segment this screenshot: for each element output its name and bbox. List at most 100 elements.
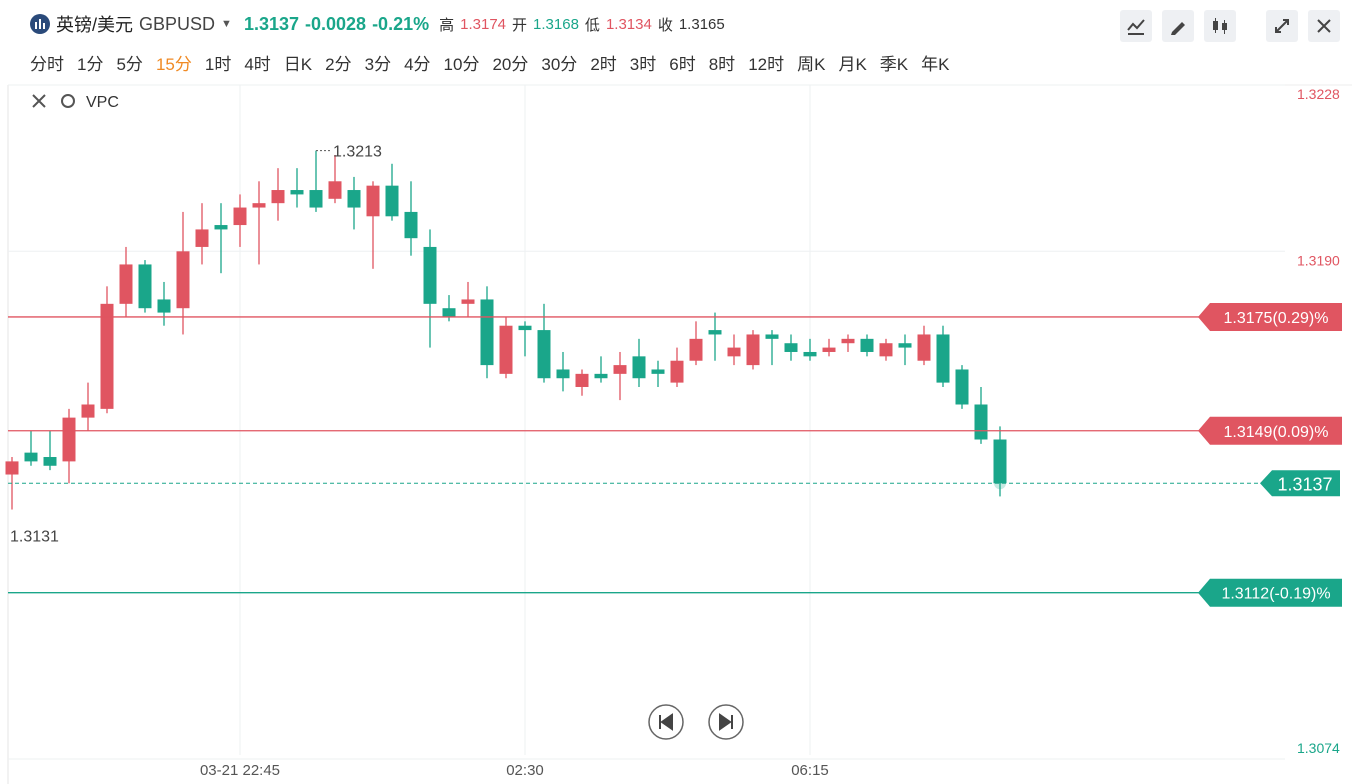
next-button[interactable]: [708, 704, 744, 740]
dropdown[interactable]: ▼: [221, 18, 232, 30]
timeframe[interactable]: 5分: [116, 55, 143, 74]
timeframe[interactable]: 1分: [77, 55, 104, 74]
candle-body: [575, 373, 589, 387]
candle: [708, 312, 722, 361]
timeframe[interactable]: 12时: [748, 55, 785, 74]
candle-body: [917, 334, 931, 361]
current-price-tag: [1260, 470, 1340, 497]
timeframe[interactable]: 8时: [708, 55, 736, 74]
prev-icon: [659, 713, 673, 731]
close[interactable]: [1308, 10, 1340, 42]
candle-body: [708, 330, 722, 335]
candle: [138, 260, 152, 313]
candle-body: [100, 303, 114, 409]
candle: [461, 281, 475, 317]
candle: [480, 286, 494, 379]
x-tick-label: 06:15: [791, 762, 829, 779]
x-tick-label: 02:30: [506, 762, 544, 779]
candle-body: [746, 334, 760, 366]
candle-body: [613, 365, 627, 374]
timeframe[interactable]: 季K: [879, 55, 909, 74]
candle: [594, 356, 608, 383]
candle: [442, 295, 456, 322]
candle-body: [556, 369, 570, 379]
indicator-settings[interactable]: [61, 94, 75, 108]
timeframe[interactable]: 分时: [30, 55, 64, 74]
timeframe[interactable]: 周K: [797, 55, 826, 74]
indicator-controls: VPC: [32, 94, 119, 111]
candle-body: [993, 439, 1007, 484]
prev-button[interactable]: [648, 704, 684, 740]
candle-body: [24, 452, 38, 462]
timeframe[interactable]: 2分: [325, 55, 352, 74]
candle-body: [176, 251, 190, 309]
change-pct: -0.21%: [372, 13, 430, 34]
line-tool[interactable]: [1120, 10, 1152, 42]
timeframe[interactable]: 日K: [283, 55, 313, 74]
next-icon: [719, 713, 733, 731]
candle: [252, 181, 266, 265]
header: 英镑/美元 GBPUSD ▼ 1.3137 -0.0028 -0.21% 高 1.…: [30, 10, 725, 38]
candle: [290, 168, 304, 208]
change: -0.0028: [305, 13, 367, 34]
price-tag-label: 1.3112(-0.19)%: [1221, 586, 1330, 603]
candle-body: [214, 225, 228, 230]
toolbar: [1120, 10, 1340, 42]
close-label: 收: [657, 16, 673, 34]
candle: [5, 457, 19, 510]
candle: [974, 386, 988, 444]
price-tag: [1198, 302, 1342, 331]
price: 1.3137: [243, 13, 299, 34]
timeframe[interactable]: 3时: [629, 55, 657, 74]
candle: [746, 330, 760, 370]
timeframe[interactable]: 30分: [541, 55, 578, 74]
candle: [328, 155, 342, 204]
timeframe[interactable]: 20分: [492, 55, 529, 74]
timeframe[interactable]: 4分: [404, 55, 431, 74]
timeframe-bar: 分时 1分 5分 15分 1时 4时 日K 2分 3分 4分 10分 20分 30分 2时 3时 6时 8时 12…: [30, 50, 962, 75]
timeframe[interactable]: 3分: [364, 55, 392, 74]
timeframe[interactable]: 6时: [669, 55, 696, 74]
timeframe[interactable]: 2时: [590, 55, 617, 74]
candle-body: [43, 457, 57, 466]
remove-indicator[interactable]: [32, 94, 46, 108]
fullscreen[interactable]: [1266, 10, 1298, 42]
candle-tool[interactable]: [1204, 10, 1236, 42]
candle: [936, 325, 950, 387]
timeframe[interactable]: 10分: [443, 55, 480, 74]
candle-body: [936, 334, 950, 383]
high: 1.3174: [460, 15, 507, 33]
candle-body: [138, 264, 152, 309]
candle-body: [594, 373, 608, 379]
candle: [214, 203, 228, 274]
candle: [176, 211, 190, 335]
candle-body: [727, 347, 741, 357]
candle: [993, 426, 1007, 497]
candle: [518, 321, 532, 357]
candle: [898, 334, 912, 366]
draw-tool[interactable]: [1162, 10, 1194, 42]
candle-body: [290, 190, 304, 195]
symbol-code[interactable]: GBPUSD: [139, 13, 216, 34]
candle-body: [252, 203, 266, 208]
candle: [860, 334, 874, 357]
timeframe[interactable]: 年K: [921, 55, 950, 74]
timeframe[interactable]: 1时: [204, 55, 232, 74]
timeframe[interactable]: 月K: [838, 55, 867, 74]
candle: [556, 351, 570, 392]
candle-body: [689, 338, 703, 361]
timeframe[interactable]: 4时: [244, 55, 271, 74]
candle-body: [537, 330, 551, 379]
candle: [24, 430, 38, 466]
symbol-name[interactable]: 英镑/美元: [56, 15, 134, 35]
timeframe[interactable]: 15分: [155, 55, 192, 74]
logo: [30, 14, 50, 34]
candle-body: [119, 264, 133, 304]
candle-body: [803, 351, 817, 357]
candle-body: [499, 325, 513, 374]
candle-body: [157, 299, 171, 313]
candle-body: [841, 338, 855, 344]
open-label: 开: [512, 16, 528, 34]
low: 1.3134: [605, 15, 652, 33]
